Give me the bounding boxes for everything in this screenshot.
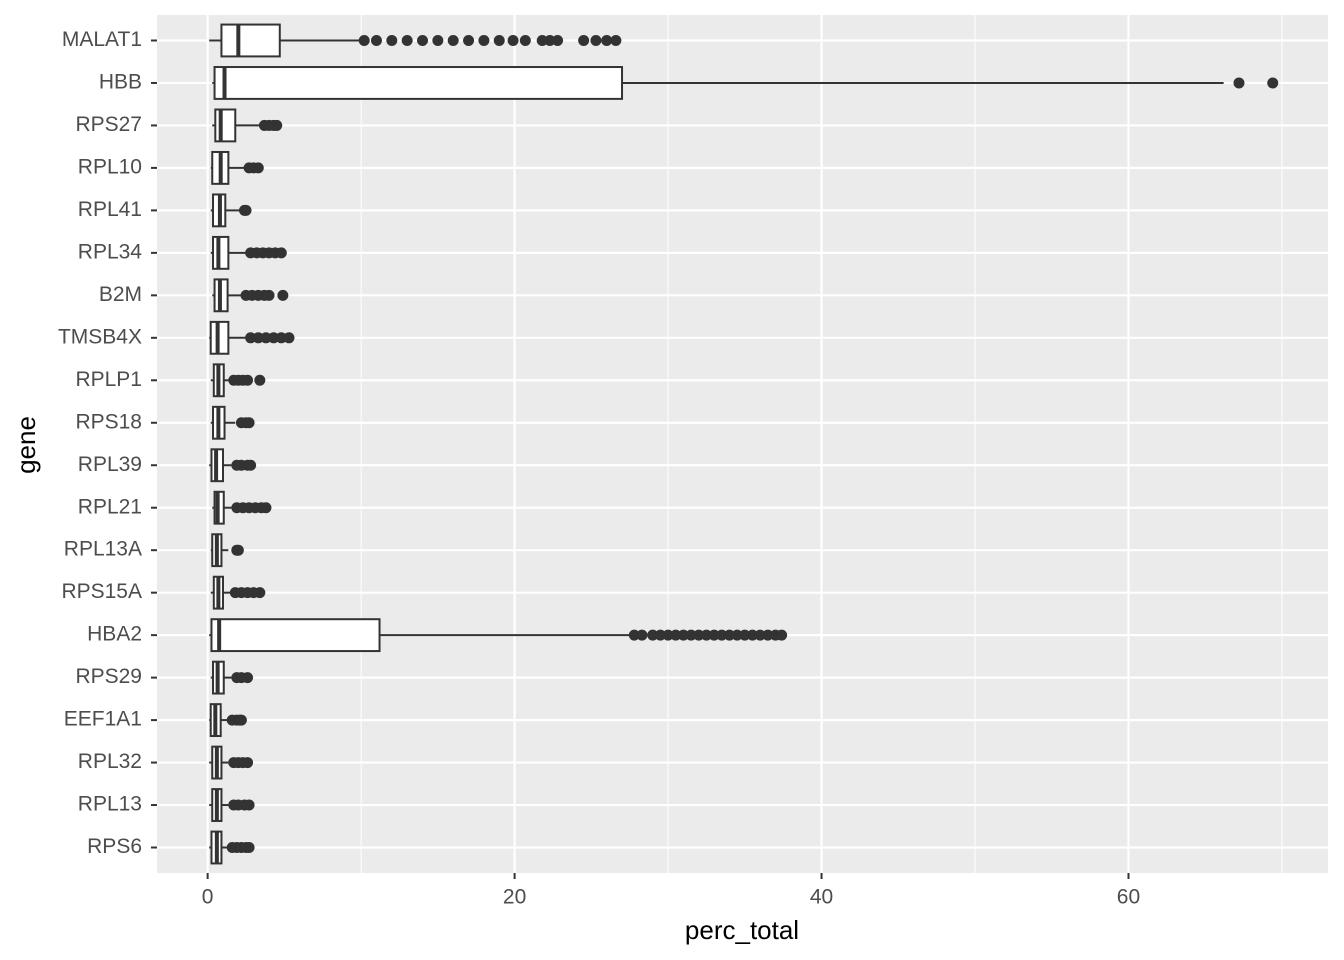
outlier: [716, 629, 728, 641]
outlier: [252, 162, 264, 174]
y-tick-label: RPL32: [78, 750, 142, 773]
outlier: [401, 34, 413, 46]
outlier: [610, 34, 622, 46]
outlier: [268, 332, 280, 344]
outlier: [493, 34, 505, 46]
y-tick-label: RPL13: [78, 793, 142, 816]
outlier: [739, 629, 751, 641]
box: [220, 23, 281, 58]
outlier: [723, 629, 735, 641]
y-tick-label: B2M: [99, 283, 142, 306]
y-tick-label: RPL41: [78, 198, 142, 221]
x-tick-label: 0: [202, 886, 214, 909]
outlier: [235, 714, 247, 726]
box: [213, 66, 624, 100]
outlier: [242, 374, 254, 386]
box: [210, 618, 381, 653]
box: [212, 235, 230, 270]
y-tick-label: EEF1A1: [64, 708, 142, 731]
outlier: [242, 672, 254, 684]
outlier: [536, 34, 548, 46]
y-tick-label: RPS29: [75, 665, 142, 688]
outlier: [277, 289, 289, 301]
outlier: [654, 629, 666, 641]
outlier: [271, 119, 283, 131]
outlier: [628, 629, 640, 641]
y-tick-label: RPS18: [75, 410, 142, 433]
outlier: [243, 417, 255, 429]
outlier: [370, 34, 382, 46]
x-tick-label: 20: [503, 886, 526, 909]
outlier: [552, 34, 564, 46]
outlier: [275, 247, 287, 259]
y-tick-label: RPS15A: [61, 580, 142, 603]
outlier: [386, 34, 398, 46]
outlier: [776, 629, 788, 641]
outlier: [417, 34, 429, 46]
outlier: [432, 34, 444, 46]
y-tick-label: RPS6: [87, 835, 142, 858]
outlier: [544, 34, 556, 46]
outlier: [762, 629, 774, 641]
outlier: [677, 629, 689, 641]
outlier: [245, 459, 257, 471]
x-tick-label: 60: [1117, 886, 1140, 909]
outlier: [1233, 77, 1245, 89]
box: [214, 108, 237, 143]
x-axis-title: perc_total: [685, 915, 799, 945]
y-tick-label: RPLP1: [75, 368, 142, 391]
panel: [157, 15, 1328, 873]
outlier: [245, 332, 257, 344]
outlier: [754, 629, 766, 641]
y-tick-label: MALAT1: [62, 28, 142, 51]
outlier: [693, 629, 705, 641]
outlier: [275, 332, 287, 344]
outlier: [685, 629, 697, 641]
y-tick-label: RPL34: [78, 240, 143, 263]
outlier: [232, 544, 244, 556]
outlier: [590, 34, 602, 46]
outlier: [578, 34, 590, 46]
outlier: [240, 204, 252, 216]
outlier: [254, 374, 266, 386]
outlier: [447, 34, 459, 46]
outlier: [670, 629, 682, 641]
outlier: [254, 587, 266, 599]
outlier: [463, 34, 475, 46]
x-tick-label: 40: [810, 886, 833, 909]
outlier: [700, 629, 712, 641]
outlier: [1267, 77, 1279, 89]
y-tick-label: HBA2: [87, 623, 142, 646]
outlier: [746, 629, 758, 641]
outlier: [358, 34, 370, 46]
y-tick-label: RPL13A: [64, 538, 142, 561]
outlier: [283, 332, 295, 344]
y-tick-label: TMSB4X: [58, 325, 142, 348]
outlier: [731, 629, 743, 641]
y-tick-label: HBB: [99, 71, 142, 94]
outlier: [647, 629, 659, 641]
outlier: [260, 502, 272, 514]
outlier: [636, 629, 648, 641]
outlier: [478, 34, 490, 46]
outlier: [243, 842, 255, 854]
outlier: [252, 332, 264, 344]
y-tick-label: RPL39: [78, 453, 142, 476]
y-axis-title: gene: [11, 416, 41, 474]
y-tick-label: RPS27: [75, 113, 142, 136]
outlier: [708, 629, 720, 641]
y-tick-label: RPL10: [78, 155, 142, 178]
outlier: [601, 34, 613, 46]
outlier: [263, 289, 275, 301]
outlier: [507, 34, 519, 46]
outlier: [242, 757, 254, 769]
outlier: [519, 34, 531, 46]
outlier: [243, 799, 255, 811]
outlier: [260, 332, 272, 344]
y-tick-label: RPL21: [78, 495, 142, 518]
outlier: [662, 629, 674, 641]
